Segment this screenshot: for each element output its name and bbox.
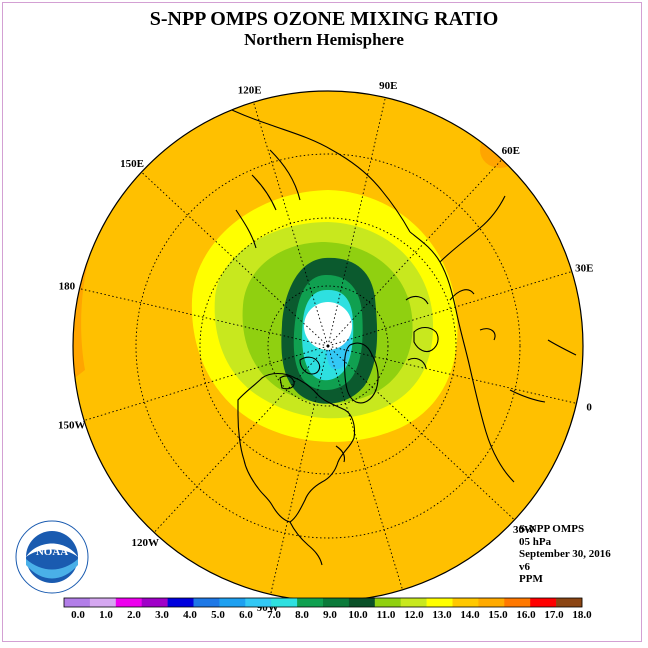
colorbar-swatch [89,598,117,607]
latitude-circle [135,153,521,539]
colorbar-tick-label: 11.0 [377,609,396,621]
colorbar-tick-label: 9.0 [323,609,337,621]
colorbar-tick-label: 17.0 [544,609,564,621]
noaa-logo-wordmark: NOAA [36,546,68,558]
info-date: September 30, 2016 [519,548,611,560]
colorbar-swatch [219,598,246,607]
info-instrument: S-NPP OMPS [519,523,585,535]
colorbar-swatch [556,598,583,607]
colorbar-swatch [400,598,427,607]
meridian-line [141,171,329,347]
colorbar-tick-label: 6.0 [239,609,253,621]
colorbar-swatch [141,598,168,607]
meridian-line [327,271,572,347]
colorbar-swatch [64,598,91,607]
longitude-label: 150W [58,419,86,431]
colorbar-tick-label: 10.0 [348,609,368,621]
meridian-line [327,345,403,590]
latitude-circle [267,285,389,407]
colorbar-swatch [452,598,479,607]
colorbar-swatch [530,598,557,607]
colorbar-tick-label: 16.0 [516,609,536,621]
colorbar-swatch [478,598,505,607]
colorbar-swatch [297,598,324,607]
colorbar-tick-label: 13.0 [432,609,452,621]
meridian-line [327,159,503,347]
colorbar-swatch [374,598,401,607]
longitude-label: 30W [513,524,535,536]
figure-frame [2,2,642,642]
graticule [79,97,577,595]
meridian-line [79,288,329,347]
colorbar-tick-label: 18.0 [572,609,592,621]
colorbar-tick-label: 3.0 [155,609,169,621]
longitude-label: 0 [586,401,592,413]
colorbar-swatch [245,598,272,607]
polar-night-gap [304,302,352,350]
info-level: 05 hPa [519,535,552,548]
meridian-line [270,345,329,595]
longitude-label: 30E [575,263,593,275]
colorbar-swatch [115,598,142,607]
colorbar-tick-label: 7.0 [267,609,281,621]
colorbar-outline [63,597,583,608]
longitude-label: 150E [120,158,144,170]
colorbar-swatch [271,598,298,607]
longitude-label: 120E [238,85,262,97]
meridian-line [153,345,329,533]
latitude-circle [199,217,457,475]
colorbar-tick-label: 15.0 [488,609,508,621]
longitude-label: 120W [131,537,159,549]
colorbar-swatch [323,598,350,607]
colorbar-swatch [426,598,453,607]
info-version: v6 [519,560,530,573]
meridian-line [84,345,329,421]
meridian-line [253,102,329,347]
longitude-label: 180 [59,281,76,293]
coastlines [211,99,577,566]
noaa-logo: NOAA [15,520,89,594]
meridian-line [327,345,577,404]
colorbar-tick-label: 0.0 [71,609,85,621]
colorbar-swatch [167,598,194,607]
colorbar-tick-label: 14.0 [460,609,480,621]
colorbar-swatch [504,598,531,607]
info-units: PPM [519,573,543,585]
colorbar-tick-label: 12.0 [404,609,424,621]
colorbar-tick-label: 8.0 [295,609,309,621]
info-panel: S-NPP OMPS 05 hPa September 30, 2016 v6 … [519,523,611,586]
map-subtitle: Northern Hemisphere [244,30,404,49]
colorbar-tick-label: 4.0 [183,609,197,621]
map-title: S-NPP OMPS OZONE MIXING RATIO [149,8,499,30]
colorbar-tick-label: 2.0 [127,609,141,621]
colorbar-swatch [193,598,220,607]
longitude-label: 60E [502,145,520,157]
colorbar-tick-label: 5.0 [211,609,225,621]
colorbar: 0.0 1.0 2.0 3.0 4.0 5.0 6.0 7.0 8.0 9.0 10.0 11.0 12… [63,597,592,621]
meridian-line [327,97,386,347]
colorbar-swatch [348,598,376,607]
colorbar-tick-label: 1.0 [99,609,113,621]
longitude-label: 90E [379,80,397,92]
meridian-line [327,345,515,521]
